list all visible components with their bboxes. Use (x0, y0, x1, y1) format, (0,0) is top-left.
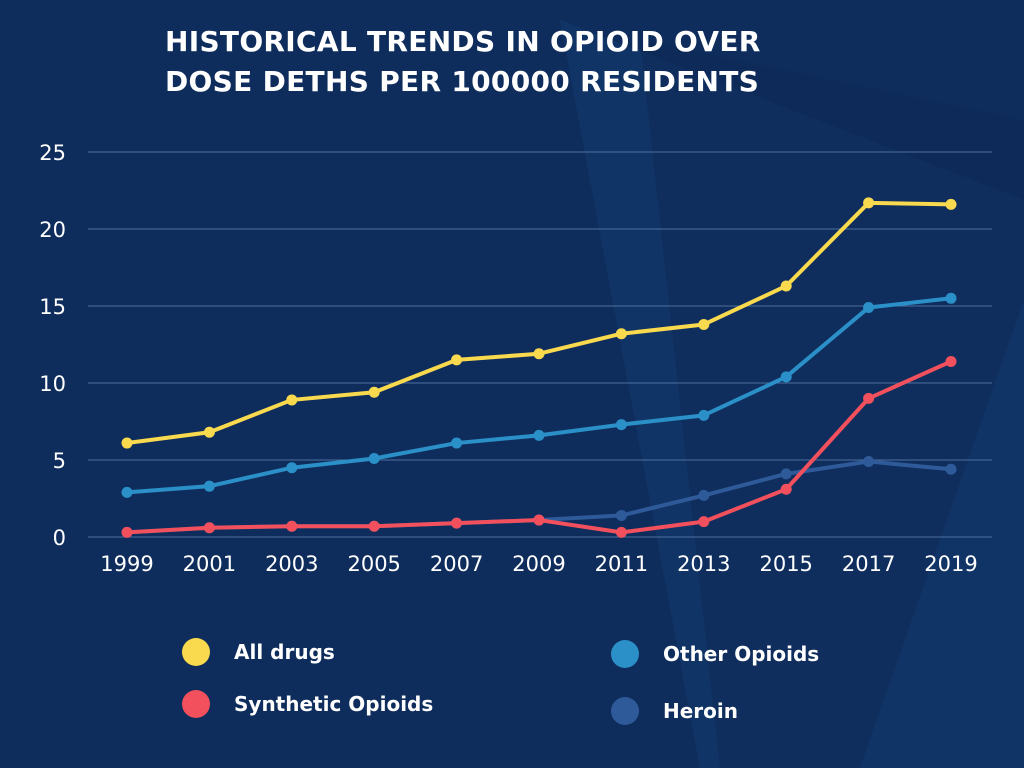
series-synthetic-opioids (121, 355, 957, 538)
data-point (615, 526, 627, 538)
x-tick-label: 2011 (595, 552, 648, 576)
y-tick-label: 5 (53, 449, 66, 473)
x-tick-label: 1999 (100, 552, 153, 576)
legend-item-all-drugs: All drugs (182, 638, 335, 666)
data-point (945, 355, 957, 367)
legend-label-other-opioids: Other Opioids (663, 642, 820, 666)
legend-swatch-other-opioids (611, 640, 639, 668)
x-tick-label: 2015 (759, 552, 812, 576)
series-line (125, 296, 953, 495)
y-tick-label: 10 (39, 372, 66, 396)
data-point (863, 392, 875, 404)
legend-swatch-all-drugs (182, 638, 210, 666)
data-point (368, 520, 380, 532)
legend-label-synthetic-opioids: Synthetic Opioids (234, 692, 434, 716)
x-tick-label: 2005 (347, 552, 400, 576)
data-point (286, 520, 298, 532)
y-tick-label: 20 (39, 218, 66, 242)
chart-title-line-2: DOSE DETHS PER 100000 RESIDENTS (165, 65, 760, 98)
x-tick-label: 2001 (183, 552, 236, 576)
data-point (368, 386, 380, 398)
legend-item-synthetic-opioids: Synthetic Opioids (182, 690, 433, 718)
chart-title-line-1: HISTORICAL TRENDS IN OPIOID OVER (165, 25, 761, 58)
x-tick-label: 2009 (512, 552, 565, 576)
legend-label-all-drugs: All drugs (234, 640, 335, 664)
data-point (780, 371, 792, 383)
series-line (125, 200, 953, 446)
data-point (533, 514, 545, 526)
x-tick-label: 2007 (430, 552, 483, 576)
data-point (286, 394, 298, 406)
x-tick-label: 2017 (842, 552, 895, 576)
legend-swatch-synthetic-opioids (182, 690, 210, 718)
data-point (121, 486, 133, 498)
data-point (863, 302, 875, 314)
legend-swatch-heroin (611, 697, 639, 725)
data-point (451, 437, 463, 449)
grid-lines (88, 151, 992, 538)
data-point (451, 517, 463, 529)
series-all-drugs (121, 197, 957, 449)
data-point (615, 509, 627, 521)
data-point (121, 526, 133, 538)
data-point (121, 437, 133, 449)
data-point (203, 426, 215, 438)
data-point (203, 480, 215, 492)
y-tick-label: 15 (39, 295, 66, 319)
data-point (698, 318, 710, 330)
series-line (125, 359, 953, 535)
data-point (698, 516, 710, 528)
data-point (780, 483, 792, 495)
data-point (286, 462, 298, 474)
chart-title: HISTORICAL TRENDS IN OPIOID OVER DOSE DE… (165, 22, 865, 102)
data-point (780, 280, 792, 292)
data-point (698, 409, 710, 421)
legend-item-heroin: Heroin (611, 697, 738, 725)
data-point (945, 292, 957, 304)
data-point (863, 456, 875, 468)
data-point (863, 197, 875, 209)
x-tick-label: 2013 (677, 552, 730, 576)
data-point (533, 429, 545, 441)
data-point (451, 354, 463, 366)
data-point (368, 452, 380, 464)
series-other-opioids (121, 292, 957, 498)
y-tick-label: 25 (39, 141, 66, 165)
y-tick-label: 0 (53, 526, 66, 550)
legend-label-heroin: Heroin (663, 699, 738, 723)
data-point (945, 198, 957, 210)
data-point (698, 489, 710, 501)
data-point (615, 419, 627, 431)
series-lines (121, 197, 957, 538)
data-point (533, 348, 545, 360)
data-point (615, 328, 627, 340)
data-point (945, 463, 957, 475)
x-tick-label: 2019 (924, 552, 977, 576)
data-point (203, 522, 215, 534)
y-axis: 0 5 10 15 20 25 (39, 141, 66, 550)
data-point (780, 468, 792, 480)
x-tick-label: 2003 (265, 552, 318, 576)
legend-item-other-opioids: Other Opioids (611, 640, 819, 668)
x-axis: 1999 2001 2003 2005 2007 2009 2011 2013 2015 2017… (100, 552, 977, 576)
